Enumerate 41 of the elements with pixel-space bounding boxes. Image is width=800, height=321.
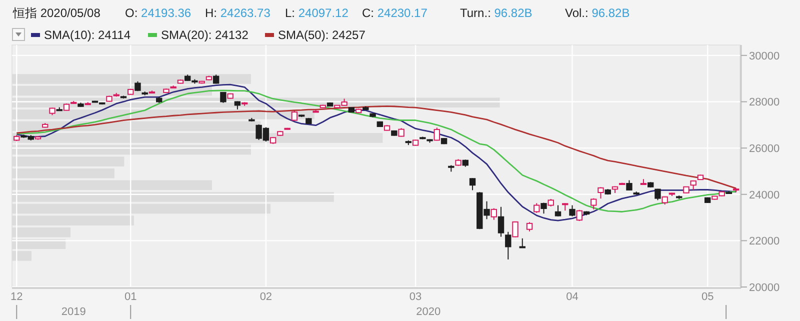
candlestick (540, 202, 547, 214)
candlestick (490, 208, 497, 220)
candlestick (626, 180, 632, 191)
text: 2020 (416, 306, 441, 318)
text: Turn.: 96.82B (460, 6, 532, 20)
candlestick (512, 220, 518, 238)
text: H: 24263.73 (205, 6, 271, 20)
candlestick (469, 178, 476, 191)
legend-label: SMA(50): 24257 (278, 28, 366, 42)
text: 2019 (61, 306, 86, 318)
candlestick (554, 204, 562, 217)
x-tick-label: 04 (566, 291, 578, 303)
line-series (16, 105, 737, 190)
y-tick-label: 30000 (749, 50, 780, 62)
y-tick-label: 20000 (749, 282, 780, 294)
y-tick-label: 24000 (749, 189, 780, 202)
x-tick-label: 03 (409, 291, 422, 303)
text: C: 24230.17 (362, 6, 428, 20)
x-tick-label: 02 (260, 291, 272, 303)
candlestick (220, 92, 226, 104)
text: O: 24193.36 (125, 6, 192, 20)
candlestick (498, 206, 504, 238)
x-tick-label: 12 (10, 291, 23, 303)
candlestick (534, 202, 540, 214)
y-tick-label: 22000 (749, 236, 780, 248)
candlestick (526, 222, 533, 232)
chart-title: 恒指 2020/05/08 (12, 6, 101, 20)
x-tick-label: 05 (701, 291, 714, 303)
legend-label: SMA(10): 24114 (44, 28, 131, 42)
candlestick (519, 238, 526, 248)
candlestick (569, 204, 576, 217)
candlestick (576, 209, 582, 222)
text: L: 24097.12 (285, 6, 349, 20)
text: Vol.: 96.82B (565, 6, 630, 20)
x-tick-label: 01 (124, 291, 137, 303)
y-tick-label: 28000 (749, 96, 780, 109)
legend-label: SMA(20): 24132 (161, 28, 249, 42)
candlestick (505, 231, 512, 260)
candlestick (291, 110, 298, 122)
candlestick (434, 127, 440, 142)
y-tick-label: 26000 (749, 143, 780, 156)
